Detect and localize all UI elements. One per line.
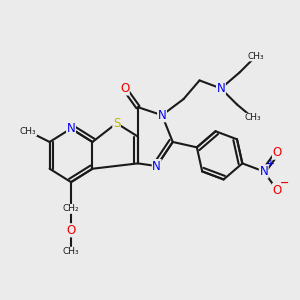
Text: N: N [158, 109, 167, 122]
Text: N: N [152, 160, 161, 172]
Text: −: − [280, 178, 289, 188]
Text: CH₂: CH₂ [63, 204, 79, 213]
Text: O: O [272, 184, 282, 197]
Text: O: O [272, 146, 282, 159]
Text: O: O [120, 82, 129, 95]
Text: CH₃: CH₃ [63, 247, 79, 256]
Text: CH₃: CH₃ [248, 52, 264, 61]
Text: CH₃: CH₃ [20, 127, 37, 136]
Text: +: + [267, 159, 275, 168]
Text: N: N [217, 82, 225, 95]
Text: O: O [66, 224, 76, 237]
Text: N: N [67, 122, 75, 135]
Text: N: N [260, 165, 268, 178]
Text: S: S [113, 117, 120, 130]
Text: CH₃: CH₃ [245, 113, 261, 122]
